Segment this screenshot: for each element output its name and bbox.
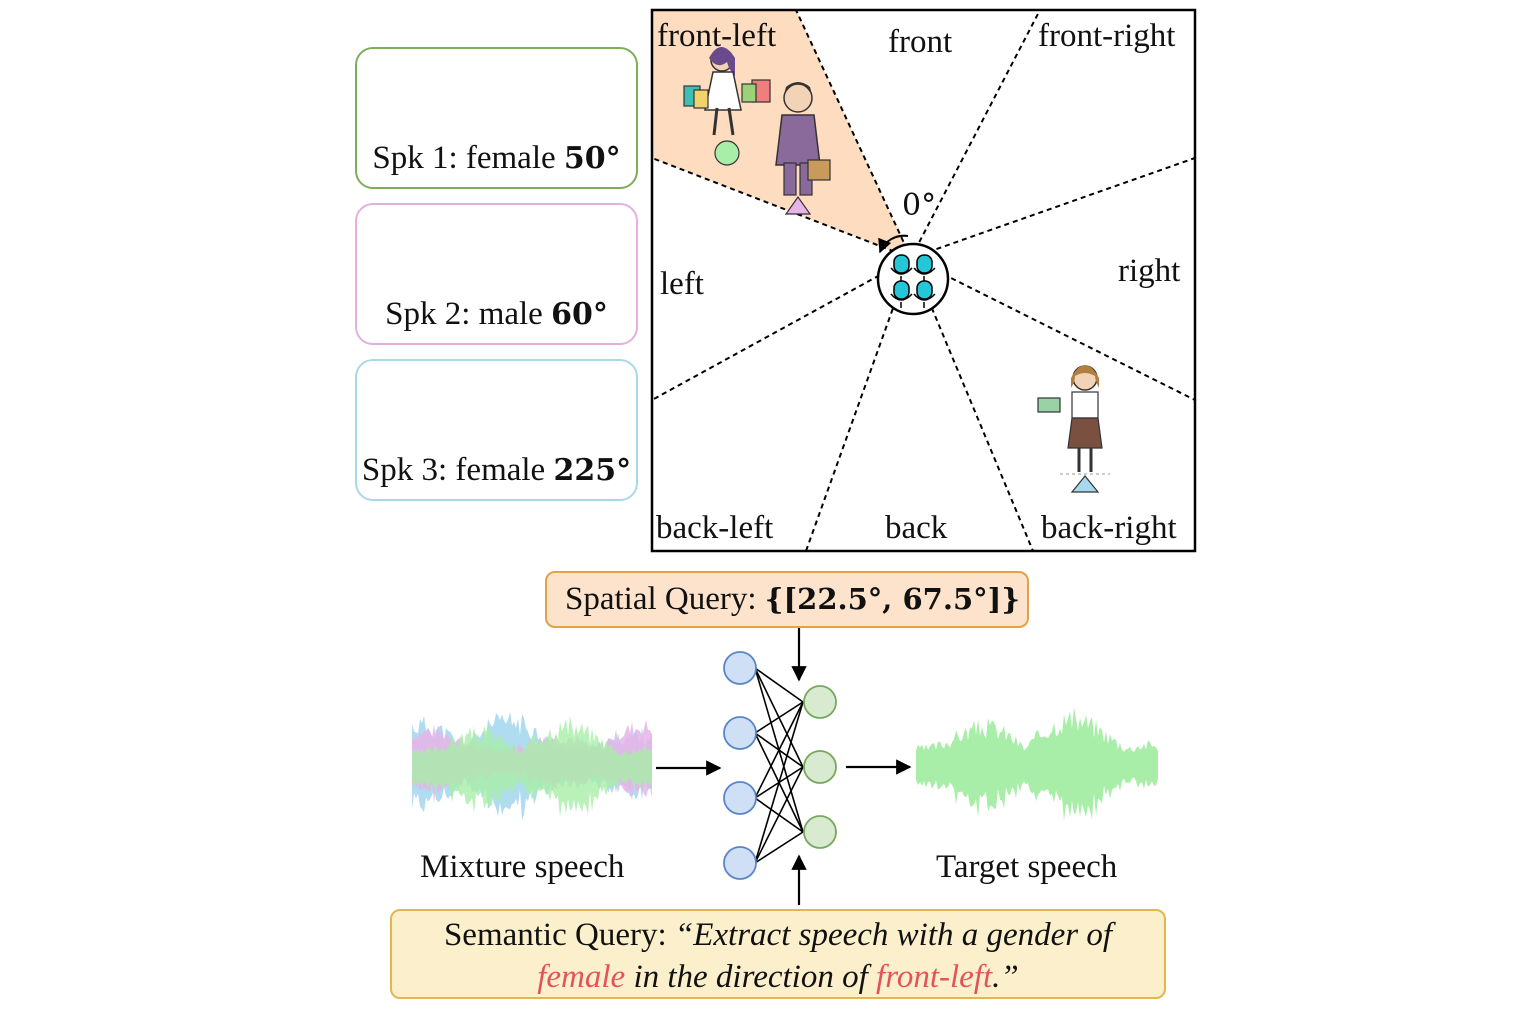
input-node bbox=[723, 846, 757, 880]
female-speaker-3-icon bbox=[1037, 365, 1110, 493]
target-waveform-shape bbox=[916, 707, 1158, 822]
direction-front: front bbox=[888, 24, 953, 60]
speaker-3-label: Spk 3: female bbox=[361, 452, 546, 488]
semantic-query-text-2: in the direction of bbox=[633, 959, 868, 995]
network-connection bbox=[754, 701, 804, 864]
speaker-2-caption: Spk 2: male 60° bbox=[357, 296, 636, 333]
semantic-query-line-2: female in the direction of front-left.” bbox=[392, 956, 1164, 998]
speaker-1-caption: Spk 1: female 50° bbox=[357, 140, 636, 177]
mixture-waveform bbox=[412, 711, 652, 820]
output-node bbox=[803, 750, 837, 784]
input-node bbox=[723, 651, 757, 685]
direction-panel bbox=[650, 8, 1197, 553]
direction-front-right: front-right bbox=[1038, 18, 1176, 54]
speaker-card-3: Spk 3: female 225° bbox=[355, 359, 638, 501]
mixture-component-1 bbox=[412, 715, 652, 818]
female-speaker-1-icon bbox=[683, 47, 771, 166]
network-connection bbox=[754, 701, 804, 734]
speaker-2-angle: 60° bbox=[551, 297, 608, 332]
microphone-array-icon bbox=[876, 242, 950, 316]
speaker-card-2: Spk 2: male 60° bbox=[355, 203, 638, 345]
speaker-3-caption: Spk 3: female 225° bbox=[357, 452, 636, 489]
semantic-query-line-1: Semantic Query: “Extract speech with a g… bbox=[392, 914, 1164, 956]
zero-angle-label: 0° bbox=[902, 188, 937, 223]
network-connection bbox=[754, 667, 804, 703]
speaker-1-label: Spk 1: female bbox=[372, 140, 556, 176]
semantic-query-box: Semantic Query: “Extract speech with a g… bbox=[390, 909, 1166, 999]
neural-network bbox=[723, 651, 837, 880]
network-connection bbox=[754, 701, 804, 799]
network-connection bbox=[754, 831, 804, 864]
sector-dividers bbox=[651, 9, 1196, 552]
speaker-card-1: Spk 1: female 50° bbox=[355, 47, 638, 189]
direction-back: back bbox=[885, 510, 948, 546]
input-node bbox=[723, 781, 757, 815]
target-waveform bbox=[916, 707, 1158, 822]
semantic-query-text-1: “Extract speech with a gender of bbox=[674, 917, 1113, 953]
semantic-query-text-end: .” bbox=[992, 959, 1019, 995]
speaker-1-angle: 50° bbox=[563, 141, 621, 176]
network-connection bbox=[754, 766, 804, 864]
spatial-query-value: {[22.5°, 67.5°]} bbox=[764, 582, 1020, 616]
direction-right: right bbox=[1118, 253, 1181, 289]
speaker-3-angle: 225° bbox=[553, 453, 632, 488]
direction-left: left bbox=[660, 266, 704, 302]
mixture-speech-label: Mixture speech bbox=[420, 849, 625, 885]
input-node bbox=[723, 716, 757, 750]
output-node bbox=[803, 685, 837, 719]
angle-arc bbox=[878, 234, 909, 254]
spatial-query-label: Spatial Query: bbox=[565, 581, 757, 617]
speaker-2-label: Spk 2: male bbox=[385, 296, 543, 332]
output-node bbox=[803, 815, 837, 849]
direction-back-left: back-left bbox=[656, 510, 774, 546]
flow-arrows bbox=[656, 628, 912, 905]
semantic-query-gender: female bbox=[537, 959, 626, 995]
male-speaker-icon bbox=[775, 82, 831, 215]
spatial-query-box: Spatial Query: {[22.5°, 67.5°]} bbox=[545, 571, 1029, 628]
direction-back-right: back-right bbox=[1041, 510, 1177, 546]
direction-front-left: front-left bbox=[657, 18, 777, 54]
semantic-query-label: Semantic Query: bbox=[443, 917, 667, 953]
target-speech-label: Target speech bbox=[936, 849, 1118, 885]
semantic-query-direction: front-left bbox=[876, 959, 993, 995]
